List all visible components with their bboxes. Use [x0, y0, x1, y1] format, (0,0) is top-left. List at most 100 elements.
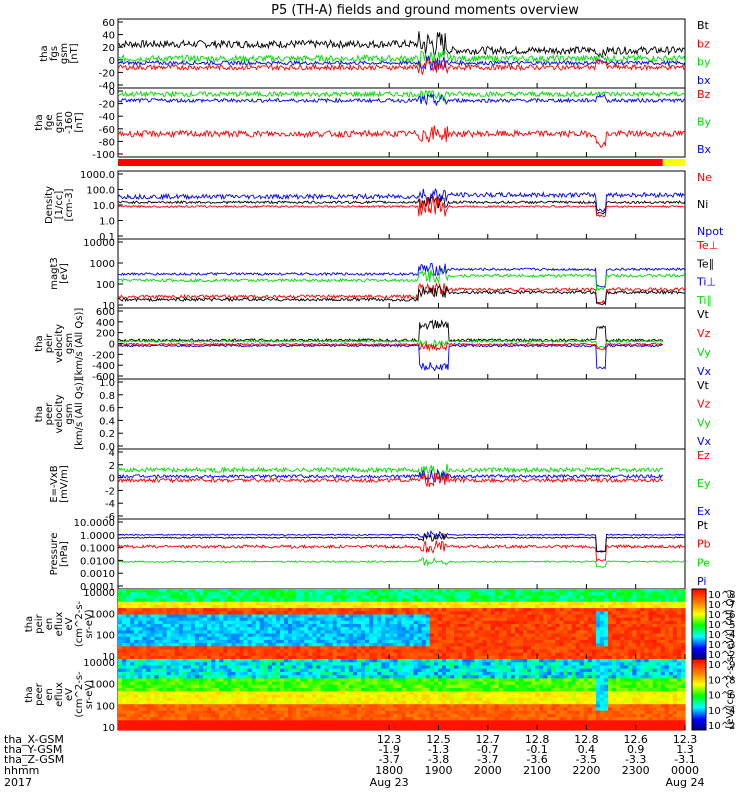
- spectrogram-cell-peer: [170, 678, 176, 683]
- spectrogram-cell-peir: [385, 595, 390, 600]
- spectrogram-cell-peir: [401, 655, 407, 660]
- spectrogram-cell-peer: [259, 694, 265, 699]
- spectrogram-cell-peir: [122, 652, 127, 657]
- spectrogram-cell-peir: [680, 627, 686, 631]
- spectrogram-cell-peir: [361, 627, 366, 631]
- spectrogram-cell-peir: [397, 636, 403, 641]
- spectrogram-cell-peer: [409, 707, 415, 712]
- spectrogram-cell-peer: [344, 668, 350, 673]
- spectrogram-cell-peer: [296, 665, 301, 670]
- spectrogram-cell-peer: [194, 720, 200, 725]
- spectrogram-cell-peir: [660, 636, 666, 641]
- spectrogram-cell-peir: [284, 649, 289, 654]
- spectrogram-cell-peir: [158, 620, 164, 625]
- spectrogram-cell-peir: [510, 589, 516, 593]
- spectrogram-cell-peir: [664, 604, 670, 609]
- spectrogram-cell-peir: [413, 620, 419, 625]
- spectrogram-cell-peir: [555, 608, 561, 612]
- spectrogram-cell-peer: [223, 697, 228, 702]
- spectrogram-cell-peir: [462, 608, 467, 612]
- spectrogram-cell-peir: [207, 595, 212, 600]
- spectrogram-cell-peir: [162, 608, 168, 612]
- spectrogram-cell-peir: [280, 627, 285, 631]
- spectrogram-cell-peir: [531, 649, 536, 654]
- spectrogram-cell-peir: [142, 652, 147, 657]
- spectrogram-cell-peir: [567, 652, 573, 657]
- spectrogram-cell-peer: [296, 681, 301, 686]
- spectrogram-cell-peer: [190, 691, 196, 696]
- spectrogram-cell-peir: [231, 624, 237, 628]
- spectrogram-cell-peer: [170, 713, 176, 718]
- spectrogram-cell-peir: [490, 627, 496, 631]
- spectrogram-cell-peir: [644, 611, 650, 616]
- spectrogram-cell-peer: [247, 684, 253, 689]
- spectrogram-cell-peer: [417, 688, 423, 692]
- spectrogram-cell-peer: [356, 723, 362, 728]
- spectrogram-cell-peir: [385, 604, 390, 609]
- spectrogram-cell-peer: [401, 713, 407, 718]
- spectrogram-cell-peer: [162, 707, 168, 712]
- spectrogram-cell-peer: [377, 723, 382, 728]
- spectrogram-cell-peer: [324, 694, 330, 699]
- spectrogram-cell-peir: [632, 643, 637, 647]
- spectrogram-cell-peir: [300, 595, 305, 600]
- spectrogram-cell-peir: [344, 595, 350, 600]
- spectrogram-cell-peir: [344, 589, 350, 593]
- spectrogram-cell-peir: [190, 592, 196, 596]
- spectrogram-cell-peir: [190, 643, 196, 647]
- spectrogram-cell-peer: [211, 671, 216, 676]
- spectrogram-cell-peir: [660, 601, 666, 606]
- spectrogram-cell-peir: [656, 655, 662, 660]
- spectrogram-cell-peer: [393, 713, 399, 718]
- spectrogram-cell-peir: [425, 633, 431, 638]
- spectrogram-cell-peer: [211, 713, 216, 718]
- legend-efield-Ex: Ex: [697, 505, 711, 518]
- spectrogram-cell-peer: [138, 707, 143, 712]
- spectrogram-cell-peer: [211, 662, 216, 667]
- spectrogram-cell-peir: [389, 646, 394, 651]
- spectrogram-cell-peer: [324, 691, 330, 696]
- ytick-label: -20: [99, 100, 115, 111]
- spectrogram-cell-peir: [280, 604, 285, 609]
- spectrogram-cell-peer: [267, 665, 273, 670]
- spectrogram-cell-peer: [356, 713, 362, 718]
- spectrogram-cell-peer: [211, 723, 216, 728]
- spectrogram-cell-peir: [170, 633, 176, 638]
- spectrogram-cell-peir: [126, 601, 131, 606]
- spectrogram-cell-peir: [397, 611, 403, 616]
- spectrogram-cell-peir: [454, 589, 459, 593]
- spectrogram-cell-peir: [421, 608, 427, 612]
- spectrogram-cell-peir: [450, 646, 455, 651]
- spectrogram-cell-peir: [328, 652, 334, 657]
- spectrogram-cell-peir: [150, 589, 156, 593]
- spectrogram-cell-peir: [648, 611, 654, 616]
- spectrogram-cell-peer: [263, 684, 269, 689]
- spectrogram-cell-peir: [126, 643, 131, 647]
- spectrogram-cell-peir: [595, 649, 601, 654]
- spectrogram-cell-peir: [535, 643, 540, 647]
- spectrogram-cell-peir: [616, 652, 621, 657]
- panel-ylabel: peir: [34, 613, 45, 633]
- spectrogram-cell-peer: [227, 720, 232, 725]
- spectrogram-cell-peir: [575, 624, 581, 628]
- spectrogram-cell-peir: [296, 620, 301, 625]
- spectrogram-cell-peer: [223, 668, 228, 673]
- ytick-label: -600: [92, 372, 115, 383]
- spectrogram-cell-peer: [284, 659, 289, 663]
- spectrogram-cell-peer: [373, 659, 378, 663]
- spectrogram-cell-peir: [433, 617, 439, 622]
- spectrogram-cell-peer: [259, 659, 265, 663]
- spectrogram-cell-peir: [239, 633, 245, 638]
- spectrogram-cell-peer: [324, 688, 330, 692]
- spectrogram-cell-peer: [377, 713, 382, 718]
- spectrogram-cell-peir: [612, 608, 617, 612]
- spectrogram-cell-peir: [644, 604, 650, 609]
- spectrogram-cell-peir: [401, 627, 407, 631]
- spectrogram-cell-peer: [182, 675, 188, 679]
- spectrogram-cell-peir: [437, 595, 443, 600]
- spectrogram-cell-peir: [466, 617, 471, 622]
- spectrogram-cell-peir: [190, 617, 196, 622]
- panel-ylabel: tha: [34, 406, 45, 422]
- spectrogram-cell-peir: [142, 630, 147, 635]
- spectrogram-cell-peer: [251, 697, 257, 702]
